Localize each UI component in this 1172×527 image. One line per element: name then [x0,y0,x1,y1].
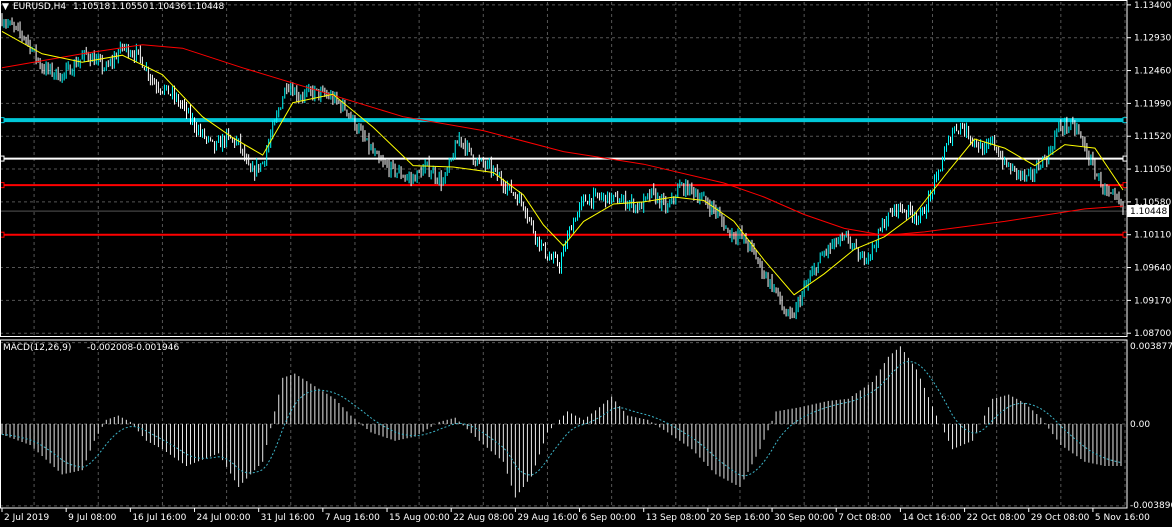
chart-header: ▼ EURUSD,H4 1.10518 1.10550 1.10436 1.10… [2,2,224,12]
symbol-label: EURUSD,H4 [13,2,66,12]
price-tick-label: 1.11990 [1134,99,1171,109]
price-tick-label: 1.09640 [1134,264,1171,274]
time-tick-label: 6 Sep 00:00 [582,513,637,523]
macd-histogram [1,346,1122,498]
macd-tick-label: -0.003896 [1130,501,1172,511]
price-tick-label: 1.10110 [1134,231,1171,241]
horizontal-levels[interactable] [0,117,1128,238]
time-tick-label: 31 Jul 16:00 [261,513,315,523]
time-tick-label: 14 Oct 16:00 [902,513,961,523]
low-value: 1.10436 [149,2,186,12]
time-tick-label: 16 Jul 16:00 [132,513,186,523]
macd-header: MACD(12,26,9) -0.002008 -0.001946 [3,343,179,353]
current-price-box-bg [1127,205,1169,217]
macd-tick-label: 0.003877 [1130,342,1172,352]
sub-frame [0,339,1128,509]
current-price-label: 1.10448 [1130,207,1167,217]
open-value: 1.10518 [73,2,110,12]
level-handle-right [1122,155,1128,162]
time-tick-label: 22 Aug 08:00 [453,513,514,523]
level-handle-left [0,117,5,124]
price-bars [1,13,1124,320]
high-value: 1.10550 [111,2,148,12]
macd-main-value: -0.002008 [87,343,133,353]
close-value: 1.10448 [187,2,224,12]
time-tick-label: 13 Sep 08:00 [646,513,706,523]
level-handle-left [0,182,5,189]
panel-frames [0,0,1128,509]
time-tick-label: 22 Oct 08:00 [967,513,1026,523]
moving-averages [1,30,1124,296]
time-tick-label: 29 Aug 16:00 [517,513,578,523]
price-tick-label: 1.08700 [1134,329,1171,339]
price-axis: 1.13400 1.12930 1.12460 1.11990 1.11520 1.110… [1127,1,1171,339]
price-tick-label: 1.10580 [1134,198,1171,208]
level-handle-left [0,155,5,162]
time-tick-label: 15 Aug 00:00 [389,513,450,523]
macd-signal-line [1,360,1122,477]
level-handle-right [1122,117,1128,124]
current-price-box: 1.10448 [1127,205,1169,217]
price-tick-label: 1.12460 [1134,67,1171,77]
price-tick-label: 1.11050 [1134,165,1171,175]
level-handle-left [0,231,5,238]
level-handle-right [1122,182,1128,189]
price-grid [0,2,1127,336]
time-axis: 2 Jul 2019 9 Jul 08:00 16 Jul 16:00 24 Jul … [1,508,1150,523]
level-handle-right [1122,231,1128,238]
macd-tick-label: 0.00 [1130,420,1150,430]
price-tick-label: 1.12930 [1134,34,1171,44]
time-tick-label: 9 Jul 08:00 [68,513,117,523]
price-tick-label: 1.11520 [1134,132,1171,142]
time-tick-label: 29 Oct 08:00 [1031,513,1090,523]
macd-axis: 0.003877 0.00 -0.003896 [1130,342,1172,511]
main-frame [0,0,1128,337]
time-tick-label: 5 Nov 16:00 [1095,513,1150,523]
macd-signal-value: -0.001946 [133,343,179,353]
time-tick-label: 7 Aug 16:00 [325,513,380,523]
macd-indicator-label: MACD(12,26,9) [3,343,71,353]
triangle-icon[interactable]: ▼ [2,2,9,12]
price-tick-label: 1.09170 [1134,296,1171,306]
time-tick-label: 7 Oct 08:00 [838,513,891,523]
time-tick-label: 20 Sep 16:00 [710,513,770,523]
time-tick-label: 2 Jul 2019 [4,513,49,523]
time-tick-label: 30 Sep 00:00 [774,513,834,523]
ma-fast-line [1,30,1124,296]
ma-slow-line [1,44,1124,236]
price-tick-label: 1.13400 [1134,1,1171,11]
time-tick-label: 24 Jul 00:00 [197,513,251,523]
